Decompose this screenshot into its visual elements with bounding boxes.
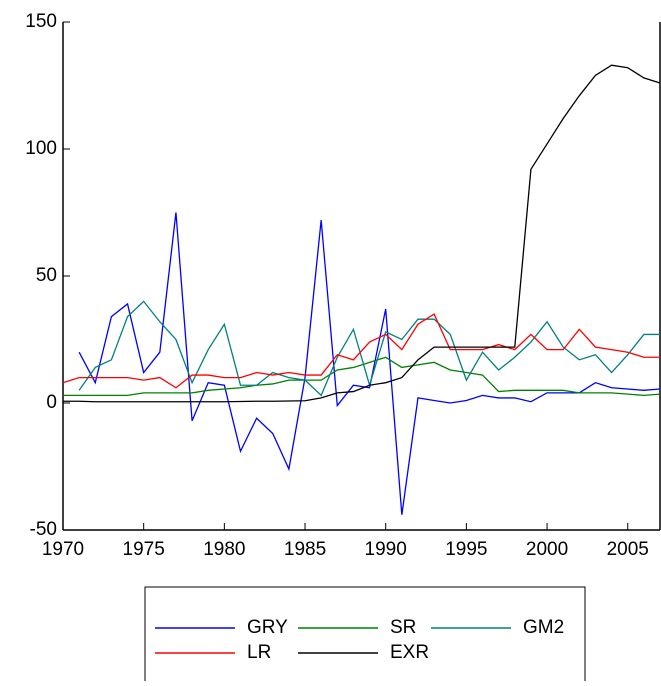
y-tick-label: 100	[25, 138, 57, 159]
series-line	[63, 356, 661, 397]
series-line	[62, 313, 660, 389]
legend-label: SR	[390, 617, 416, 638]
x-tick-label: 1995	[445, 539, 487, 560]
series-line	[63, 64, 661, 403]
y-tick-label: 50	[36, 265, 57, 286]
legend-label: EXR	[390, 642, 429, 663]
x-tick-label: 1975	[123, 539, 165, 560]
x-tick-label: 1990	[365, 539, 407, 560]
legend-label: LR	[247, 642, 271, 663]
x-tick-label: 2000	[526, 539, 568, 560]
y-tick-label: -50	[30, 519, 57, 540]
x-tick-label: 2005	[607, 539, 649, 560]
legend-label: GRY	[247, 617, 288, 638]
legend-box	[144, 586, 586, 686]
x-tick-label: 1985	[284, 539, 326, 560]
y-tick-label: 0	[46, 392, 57, 413]
x-tick-label: 1970	[42, 539, 84, 560]
legend-label: GM2	[523, 617, 564, 638]
series-line	[78, 212, 661, 515]
y-tick-label: 150	[25, 11, 57, 32]
x-tick-label: 1980	[203, 539, 245, 560]
